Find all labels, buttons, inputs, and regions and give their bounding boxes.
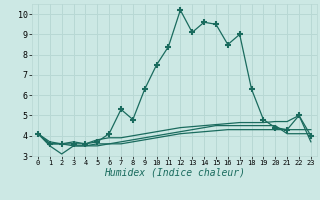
X-axis label: Humidex (Indice chaleur): Humidex (Indice chaleur) <box>104 168 245 178</box>
